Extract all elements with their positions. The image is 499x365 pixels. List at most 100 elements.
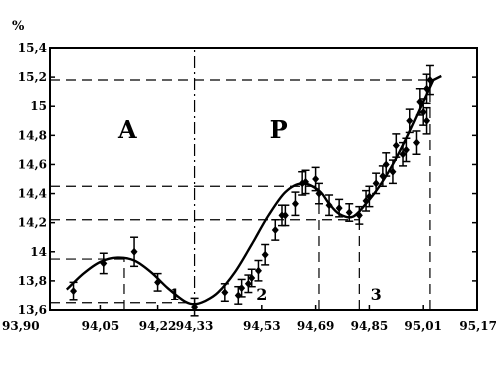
data-points — [69, 64, 434, 317]
region-labels: A P 1 2 3 — [117, 115, 382, 304]
data-point — [99, 252, 108, 275]
point-marker — [291, 199, 299, 208]
y-tick-label: 15,2 — [18, 70, 47, 84]
data-point — [325, 194, 334, 217]
point-marker — [389, 167, 397, 176]
y-tick-labels: 13,6 13,8 14 14,2 14,4 14,6 14,8 15 15,2 15,4 — [18, 41, 47, 317]
data-point — [261, 243, 270, 266]
point-marker — [426, 76, 434, 85]
point-marker — [302, 177, 310, 186]
x-tick-label: 94,22 — [139, 319, 177, 333]
data-point — [422, 106, 431, 135]
data-point — [355, 205, 364, 225]
data-point — [382, 152, 391, 177]
data-point — [190, 297, 199, 317]
point-marker — [325, 201, 333, 210]
reference-lines — [50, 48, 431, 310]
data-point — [153, 272, 162, 292]
point-marker — [416, 97, 424, 106]
data-point — [271, 219, 280, 241]
point-marker — [392, 141, 400, 150]
point-marker — [234, 291, 242, 300]
point-marker — [345, 208, 353, 217]
x-tick-label: 94,33 — [176, 319, 214, 333]
point-marker — [70, 287, 78, 296]
x-tick-label: 94,53 — [243, 319, 281, 333]
data-point — [234, 285, 243, 305]
x-tick-label: 95,17 — [459, 319, 497, 333]
y-tick-label: 13,8 — [18, 274, 47, 288]
data-point — [335, 198, 344, 218]
region-label: 2 — [256, 285, 267, 304]
x-tick-label: 94,05 — [82, 319, 120, 333]
point-marker — [221, 288, 229, 297]
data-point — [247, 268, 256, 288]
region-label: 3 — [371, 285, 382, 304]
point-marker — [261, 250, 269, 259]
point-marker — [402, 145, 410, 154]
y-tick-label: 14,2 — [18, 216, 47, 230]
y-axis-unit-label: % — [12, 19, 25, 34]
data-point — [291, 191, 300, 217]
data-point — [425, 64, 434, 96]
data-point — [415, 88, 424, 116]
point-marker — [423, 116, 431, 125]
data-point — [281, 204, 290, 227]
point-marker — [244, 279, 252, 288]
point-marker — [406, 116, 414, 125]
data-point — [237, 278, 246, 298]
y-tick-label: 13,6 — [18, 303, 47, 317]
point-marker — [271, 225, 279, 234]
point-marker — [419, 108, 427, 117]
data-point — [314, 182, 323, 205]
point-marker — [238, 284, 246, 293]
point-marker — [335, 204, 343, 213]
x-tick-label: 94,85 — [351, 319, 389, 333]
point-marker — [355, 211, 363, 220]
y-tick-label: 14,6 — [18, 157, 47, 171]
data-point — [254, 259, 263, 282]
data-point — [405, 108, 414, 134]
point-marker — [100, 259, 108, 268]
point-marker — [412, 138, 420, 147]
point-marker — [315, 189, 323, 198]
data-point — [301, 169, 310, 195]
point-marker — [281, 211, 289, 220]
y-tick-label: 14 — [30, 245, 47, 259]
data-point — [130, 236, 139, 268]
point-marker — [312, 175, 320, 183]
region-label: A — [117, 115, 137, 144]
axis-ticks — [49, 47, 478, 311]
x-tick-label: 94,69 — [297, 319, 335, 333]
data-point — [412, 130, 421, 156]
data-point — [345, 202, 354, 222]
data-point — [69, 281, 78, 301]
point-marker — [191, 303, 199, 312]
region-label: P — [270, 115, 288, 144]
y-tick-label: 14,4 — [18, 187, 47, 201]
data-point — [372, 172, 381, 195]
point-marker — [365, 192, 373, 201]
point-marker — [382, 160, 390, 169]
region-label: 1 — [169, 285, 180, 304]
data-point — [220, 283, 229, 303]
data-point — [402, 137, 411, 163]
point-marker — [362, 196, 370, 205]
y-tick-label: 15 — [30, 99, 47, 113]
point-marker — [254, 266, 262, 275]
plot-frame — [49, 47, 478, 311]
point-marker — [399, 150, 407, 159]
y-tick-label: 14,8 — [18, 128, 47, 142]
data-point — [392, 133, 401, 158]
point-marker — [248, 273, 256, 282]
x-tick-label: 95,01 — [404, 319, 442, 333]
x-tick-labels: 93,90 94,05 94,22 94,33 94,53 94,69 94,85 95,01… — [2, 319, 497, 333]
point-marker — [423, 84, 431, 93]
point-marker — [130, 247, 138, 256]
point-marker — [154, 278, 162, 287]
x-tick-label: 93,90 — [2, 319, 40, 333]
y-tick-label: 15,4 — [18, 41, 47, 55]
point-marker — [372, 179, 380, 188]
data-point — [365, 185, 374, 208]
